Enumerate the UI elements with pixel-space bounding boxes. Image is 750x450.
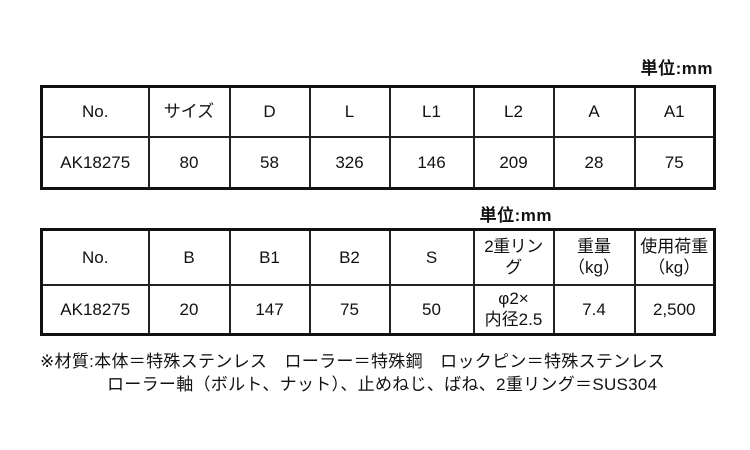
product-no-cell: AK18275: [40, 283, 150, 336]
b1-cell: 147: [228, 283, 311, 336]
column-header-b2: B2: [308, 228, 391, 286]
load-cell: 2,500: [633, 283, 716, 336]
b2-cell: 75: [308, 283, 391, 336]
material-note-line-1: ※材質:本体＝特殊ステンレス ローラー＝特殊鋼 ロックピン＝特殊ステンレス: [40, 352, 666, 371]
dimension-table-2: No. B B1 B2 S 2重リング 重量 （kg） 使用荷重 （kg） AK…: [40, 228, 716, 336]
s-cell: 50: [388, 283, 475, 336]
column-header-l2: L2: [472, 85, 555, 138]
l1-cell: 146: [388, 135, 475, 190]
table1-data-row: AK18275 80 58 326 146 209 28 75: [40, 135, 716, 190]
unit-label-table-2: 単位:mm: [479, 206, 552, 225]
column-header-s: S: [388, 228, 475, 286]
a1-cell: 75: [633, 135, 716, 190]
column-header-no: No.: [40, 228, 150, 286]
material-note-line-2: ローラー軸（ボルト、ナット）、止めねじ、ばね、2重リング＝SUS304: [107, 375, 658, 394]
weight-cell: 7.4: [552, 283, 636, 336]
table2-data-row: AK18275 20 147 75 50 φ2× 内径2.5 7.4 2,500: [40, 283, 716, 336]
size-cell: 80: [147, 135, 231, 190]
table1-header-row: No. サイズ D L L1 L2 A A1: [40, 85, 716, 138]
d-cell: 58: [228, 135, 311, 190]
column-header-b: B: [147, 228, 231, 286]
b-cell: 20: [147, 283, 231, 336]
column-header-size: サイズ: [147, 85, 231, 138]
l2-cell: 209: [472, 135, 555, 190]
column-header-a1: A1: [633, 85, 716, 138]
column-header-double-ring: 2重リング: [472, 228, 555, 286]
column-header-weight-kg: 重量 （kg）: [552, 228, 636, 286]
column-header-d: D: [228, 85, 311, 138]
column-header-load-kg: 使用荷重 （kg）: [633, 228, 716, 286]
dimension-table-1: No. サイズ D L L1 L2 A A1 AK18275 80 58 326…: [40, 85, 716, 190]
column-header-b1: B1: [228, 228, 311, 286]
column-header-l: L: [308, 85, 391, 138]
product-no-cell: AK18275: [40, 135, 150, 190]
column-header-no: No.: [40, 85, 150, 138]
column-header-a: A: [552, 85, 636, 138]
l-cell: 326: [308, 135, 391, 190]
unit-label-table-1: 単位:mm: [640, 59, 713, 78]
a-cell: 28: [552, 135, 636, 190]
table2-header-row: No. B B1 B2 S 2重リング 重量 （kg） 使用荷重 （kg）: [40, 228, 716, 286]
double-ring-cell: φ2× 内径2.5: [472, 283, 555, 336]
column-header-l1: L1: [388, 85, 475, 138]
